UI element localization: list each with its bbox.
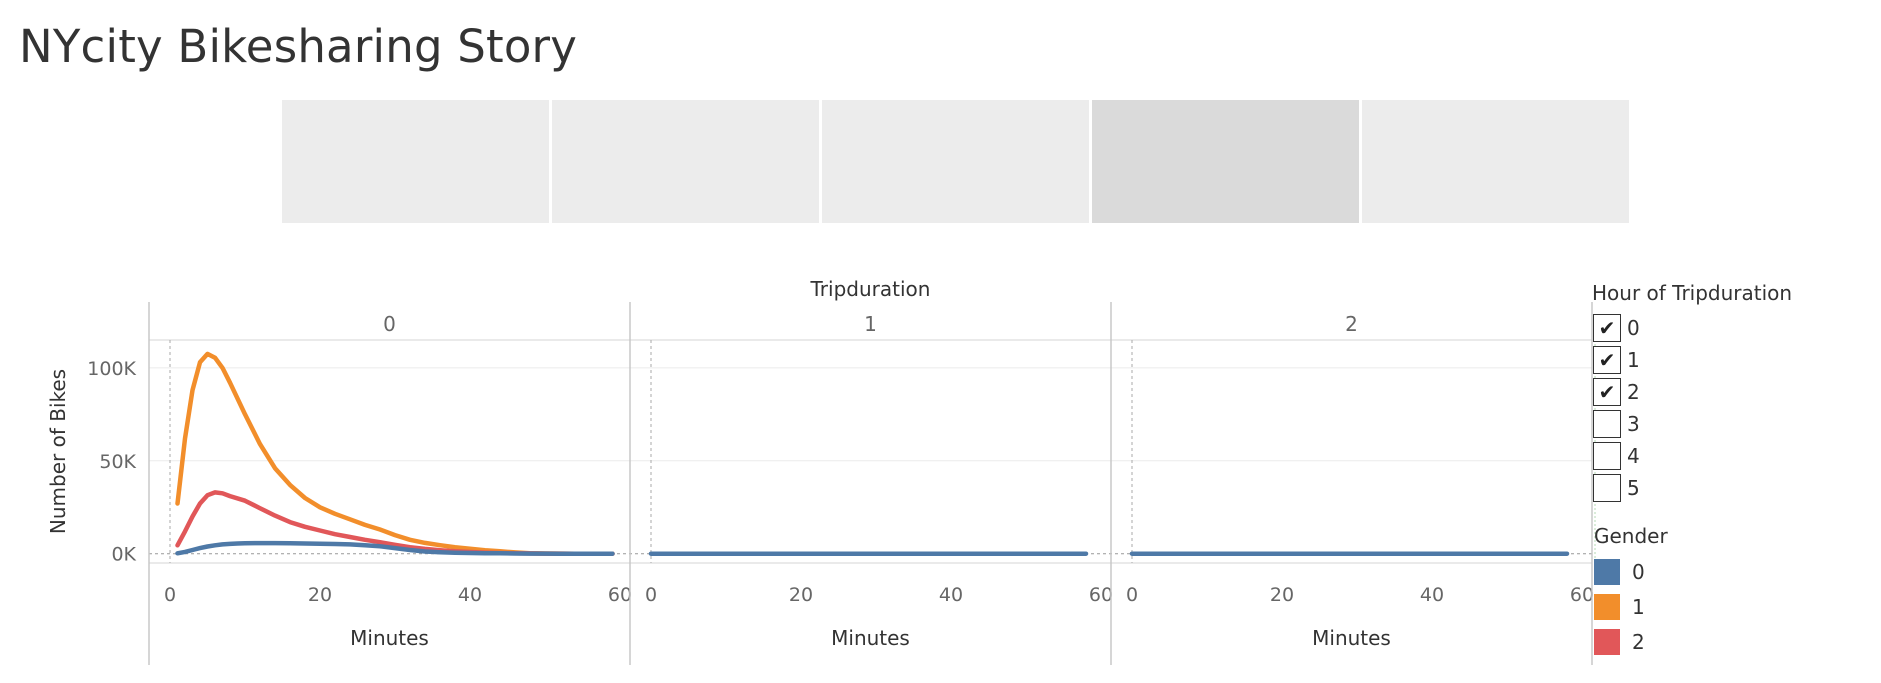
hour-filter-list: ✔ 0 ✔ 1 ✔ 2 3 4 5 [1592,312,1792,504]
x-tick-label: 20 [789,584,813,606]
story-point-3[interactable] [822,100,1089,223]
hour-filter-item-3[interactable]: 3 [1592,408,1792,440]
hour-filter-item-4[interactable]: 4 [1592,440,1792,472]
hour-filter-label: 4 [1627,444,1640,468]
x-axis-title: Minutes [831,626,910,650]
x-tick-label: 40 [1420,584,1444,606]
hour-filter-title: Hour of Tripduration [1592,281,1793,305]
y-tick-label: 100K [87,358,136,380]
panel-header-0: 0 [383,312,396,336]
x-tick-label: 40 [939,584,963,606]
checkbox[interactable] [1593,442,1621,470]
legend-swatch [1594,558,1620,585]
story-title: NYcity Bikesharing Story [19,20,578,73]
checkbox[interactable]: ✔ [1593,378,1621,406]
story-point-5[interactable] [1362,100,1629,223]
legend-swatch [1594,628,1620,655]
story-point-2[interactable] [552,100,819,223]
story-point-1[interactable] [282,100,549,223]
story-point-4[interactable] [1092,100,1359,223]
gender-legend-label: 0 [1632,559,1645,584]
checkbox[interactable]: ✔ [1593,314,1621,342]
gender-legend-label: 1 [1632,594,1645,619]
x-tick-label: 60 [1089,584,1113,606]
gender-legend-item-1[interactable]: 1 [1594,589,1668,624]
gender-legend-item-0[interactable]: 0 [1594,554,1668,589]
hour-filter-item-2[interactable]: ✔ 2 [1592,376,1792,408]
legend-swatch [1594,593,1620,620]
x-tick-label: 0 [1126,584,1138,606]
gender-legend-label: 2 [1632,629,1645,654]
y-tick-label: 50K [99,451,136,473]
x-tick-label: 20 [1270,584,1294,606]
gender-legend: Gender 0 1 2 [1594,524,1668,659]
x-tick-label: 60 [608,584,632,606]
hour-filter-item-0[interactable]: ✔ 0 [1592,312,1792,344]
hour-filter-item-5[interactable]: 5 [1592,472,1792,504]
column-header-label: Tripduration [810,277,931,301]
gender-legend-list: 0 1 2 [1594,554,1668,659]
x-tick-label: 0 [164,584,176,606]
hour-filter-label: 5 [1627,476,1640,500]
checkbox[interactable] [1593,410,1621,438]
hour-filter: Hour of Tripduration ✔ 0 ✔ 1 ✔ 2 3 4 5 [1592,281,1792,504]
x-tick-label: 20 [308,584,332,606]
hour-filter-label: 2 [1627,380,1640,404]
story-navigator [282,100,1629,223]
panel-header-1: 1 [864,312,877,336]
panel-header-2: 2 [1345,312,1358,336]
series-line-1 [175,351,615,556]
y-tick-label: 0K [111,544,136,566]
checkbox[interactable]: ✔ [1593,346,1621,374]
gender-legend-item-2[interactable]: 2 [1594,624,1668,659]
hour-filter-label: 1 [1627,348,1640,372]
hour-filter-item-1[interactable]: ✔ 1 [1592,344,1792,376]
y-axis-title: Number of Bikes [46,369,70,534]
gender-legend-title: Gender [1594,524,1668,548]
checkbox[interactable] [1593,474,1621,502]
hour-filter-label: 3 [1627,412,1640,436]
x-tick-label: 40 [458,584,482,606]
x-axis-title: Minutes [350,626,429,650]
x-axis-title: Minutes [1312,626,1391,650]
series-line-0 [175,540,615,556]
x-tick-label: 60 [1570,584,1594,606]
x-tick-label: 0 [645,584,657,606]
hour-filter-label: 0 [1627,316,1640,340]
